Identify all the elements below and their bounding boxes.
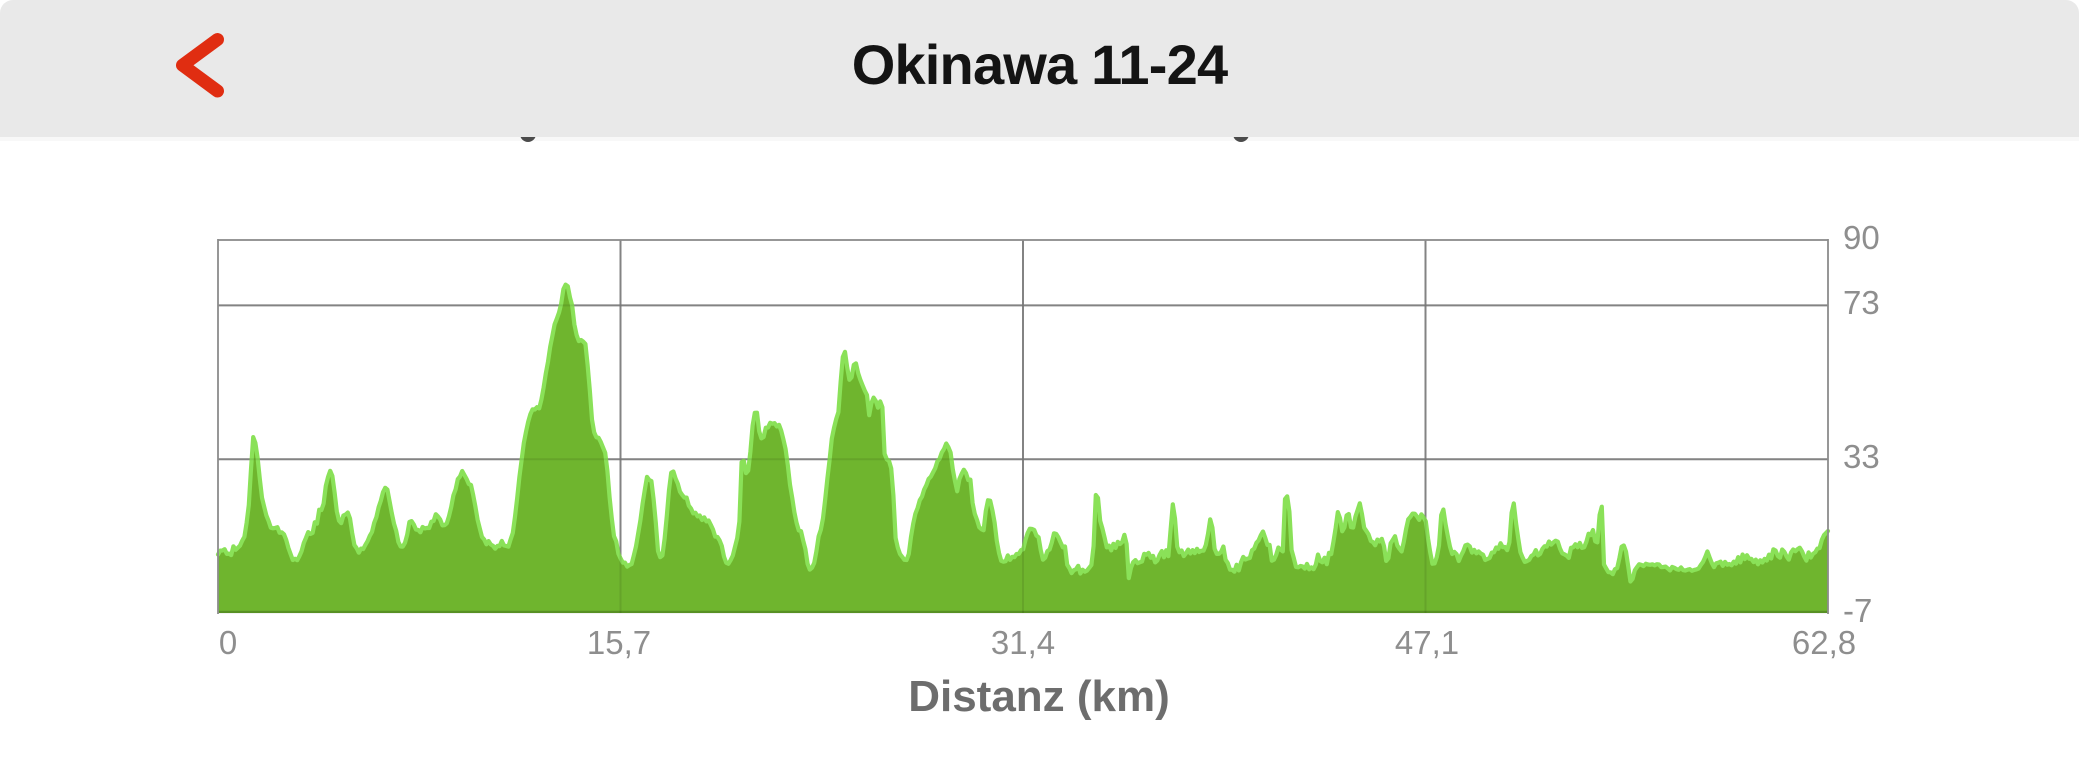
svg-text:31,4: 31,4 [991,624,1055,661]
svg-text:Distanz (km): Distanz (km) [908,672,1170,721]
svg-text:62,8: 62,8 [1792,624,1856,661]
svg-text:15,7: 15,7 [587,624,651,661]
svg-text:33: 33 [1843,438,1880,475]
svg-text:0: 0 [219,624,237,661]
svg-text:90: 90 [1843,219,1880,256]
svg-text:47,1: 47,1 [1395,624,1459,661]
svg-text:73: 73 [1843,284,1880,321]
svg-text:-7: -7 [1843,592,1872,629]
